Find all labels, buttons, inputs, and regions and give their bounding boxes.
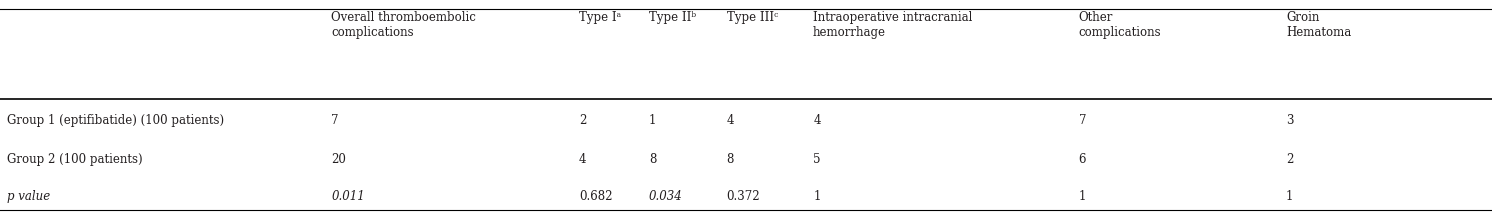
Text: 0.011: 0.011 bbox=[331, 190, 366, 203]
Text: Overall thromboembolic
complications: Overall thromboembolic complications bbox=[331, 11, 476, 39]
Text: 2: 2 bbox=[1286, 153, 1294, 166]
Text: Other
complications: Other complications bbox=[1079, 11, 1161, 39]
Text: 1: 1 bbox=[813, 190, 821, 203]
Text: 4: 4 bbox=[579, 153, 586, 166]
Text: Intraoperative intracranial
hemorrhage: Intraoperative intracranial hemorrhage bbox=[813, 11, 973, 39]
Text: 8: 8 bbox=[649, 153, 656, 166]
Text: Group 1 (eptifibatide) (100 patients): Group 1 (eptifibatide) (100 patients) bbox=[7, 114, 225, 127]
Text: 4: 4 bbox=[727, 114, 734, 127]
Text: 1: 1 bbox=[1079, 190, 1086, 203]
Text: 1: 1 bbox=[1286, 190, 1294, 203]
Text: 20: 20 bbox=[331, 153, 346, 166]
Text: 3: 3 bbox=[1286, 114, 1294, 127]
Text: 0.682: 0.682 bbox=[579, 190, 612, 203]
Text: 1: 1 bbox=[649, 114, 656, 127]
Text: p value: p value bbox=[7, 190, 51, 203]
Text: 0.372: 0.372 bbox=[727, 190, 761, 203]
Text: 8: 8 bbox=[727, 153, 734, 166]
Text: Type IIᵇ: Type IIᵇ bbox=[649, 11, 697, 24]
Text: 0.034: 0.034 bbox=[649, 190, 683, 203]
Text: 5: 5 bbox=[813, 153, 821, 166]
Text: Groin
Hematoma: Groin Hematoma bbox=[1286, 11, 1352, 39]
Text: Type Iᵃ: Type Iᵃ bbox=[579, 11, 621, 24]
Text: 7: 7 bbox=[331, 114, 339, 127]
Text: 7: 7 bbox=[1079, 114, 1086, 127]
Text: 2: 2 bbox=[579, 114, 586, 127]
Text: Type IIIᶜ: Type IIIᶜ bbox=[727, 11, 777, 24]
Text: 6: 6 bbox=[1079, 153, 1086, 166]
Text: 4: 4 bbox=[813, 114, 821, 127]
Text: Group 2 (100 patients): Group 2 (100 patients) bbox=[7, 153, 143, 166]
